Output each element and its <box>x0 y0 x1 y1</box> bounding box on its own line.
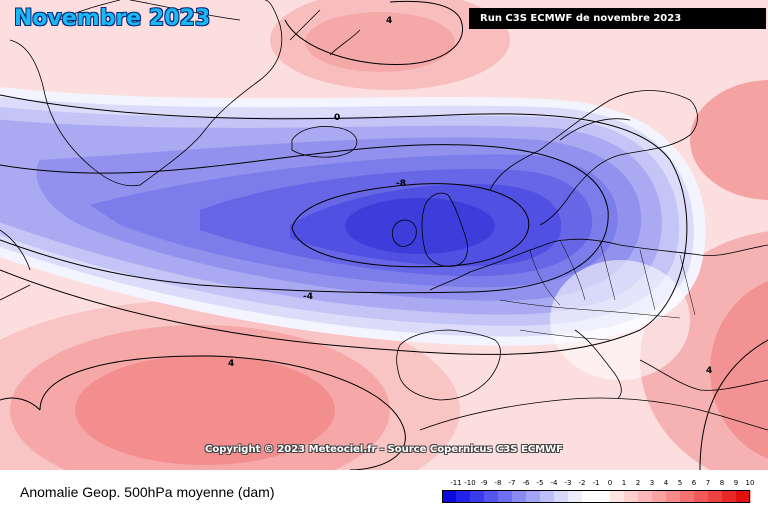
legend-tick-label: 8 <box>719 479 725 487</box>
legend-swatch <box>652 490 667 503</box>
legend-swatch <box>498 490 513 503</box>
legend-swatch <box>568 490 583 503</box>
legend-border <box>442 490 750 503</box>
legend-swatch <box>666 490 681 503</box>
legend-tick-label: -1 <box>592 479 600 487</box>
legend-swatch <box>638 490 653 503</box>
legend-swatch <box>680 490 695 503</box>
legend-swatch <box>708 490 723 503</box>
legend-tick-label: 1 <box>621 479 627 487</box>
legend-tick-label: -2 <box>578 479 586 487</box>
run-info-label: Run C3S ECMWF de novembre 2023 <box>469 8 766 29</box>
legend-swatch <box>610 490 625 503</box>
map-caption: Anomalie Geop. 500hPa moyenne (dam) <box>20 484 275 500</box>
legend-tick-label: -11 <box>450 479 462 487</box>
legend-tick-label: 10 <box>745 479 755 487</box>
legend-swatch <box>554 490 569 503</box>
legend-tick-label: 5 <box>677 479 683 487</box>
legend-tick-label: 4 <box>663 479 669 487</box>
legend-swatch <box>512 490 527 503</box>
legend-swatch <box>596 490 611 503</box>
legend-swatch <box>484 490 499 503</box>
legend-swatch <box>442 490 457 503</box>
legend-tick-label: 6 <box>691 479 697 487</box>
map-title: Novembre 2023 <box>14 6 211 31</box>
legend-swatch <box>470 490 485 503</box>
legend-swatch <box>526 490 541 503</box>
contour-label-center: -8 <box>396 179 406 189</box>
copyright-notice: Copyright © 2023 Meteociel.fr - Source C… <box>205 444 563 455</box>
legend-tick-label: 9 <box>733 479 739 487</box>
legend-tick-label: -8 <box>494 479 502 487</box>
color-scale-legend <box>442 490 751 503</box>
contour-label-band: -4 <box>303 292 313 302</box>
legend-tick-label: -10 <box>464 479 476 487</box>
contour-label-southwest: 4 <box>228 359 234 369</box>
contour-label-north: 4 <box>386 16 392 26</box>
legend-swatch <box>722 490 737 503</box>
legend-tick-label: -6 <box>522 479 530 487</box>
contour-label-east: 4 <box>706 366 712 376</box>
legend-tick-label: -9 <box>480 479 488 487</box>
legend-swatch <box>456 490 471 503</box>
legend-tick-label: -3 <box>564 479 572 487</box>
legend-tick-label: 3 <box>649 479 655 487</box>
anomaly-map: 4 0 -8 -4 4 4 <box>0 0 768 470</box>
legend-tick-label: 2 <box>635 479 641 487</box>
legend-swatch <box>694 490 709 503</box>
legend-swatch <box>736 490 751 503</box>
legend-tick-label: 7 <box>705 479 711 487</box>
contour-label-zero: 0 <box>334 113 340 123</box>
legend-swatch <box>582 490 597 503</box>
legend-swatch <box>540 490 555 503</box>
legend-tick-label: -5 <box>536 479 544 487</box>
legend-tick-label: 0 <box>607 479 613 487</box>
legend-swatch <box>624 490 639 503</box>
legend-tick-label: -7 <box>508 479 516 487</box>
legend-tick-label: -4 <box>550 479 558 487</box>
